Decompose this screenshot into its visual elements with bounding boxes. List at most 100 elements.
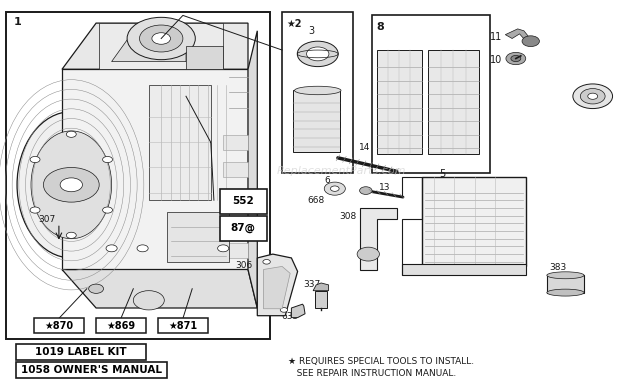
- FancyBboxPatch shape: [293, 90, 340, 152]
- Text: 5: 5: [440, 169, 446, 179]
- Text: ★870: ★870: [45, 321, 73, 331]
- Circle shape: [152, 33, 171, 44]
- Text: 337: 337: [303, 280, 321, 290]
- FancyBboxPatch shape: [149, 85, 211, 200]
- Circle shape: [30, 207, 40, 213]
- Ellipse shape: [31, 131, 112, 239]
- Text: 7: 7: [575, 90, 582, 100]
- Circle shape: [137, 245, 148, 252]
- Polygon shape: [248, 31, 257, 308]
- Circle shape: [66, 131, 76, 137]
- FancyBboxPatch shape: [6, 12, 270, 339]
- FancyBboxPatch shape: [223, 216, 248, 231]
- Polygon shape: [99, 23, 223, 69]
- Polygon shape: [62, 23, 248, 69]
- Circle shape: [102, 207, 112, 213]
- Text: 635: 635: [281, 312, 299, 321]
- Circle shape: [307, 47, 329, 61]
- Circle shape: [511, 55, 521, 62]
- Text: ★2: ★2: [286, 18, 302, 28]
- Circle shape: [127, 17, 195, 60]
- Circle shape: [506, 52, 526, 65]
- Circle shape: [280, 308, 288, 312]
- Polygon shape: [264, 266, 290, 309]
- Circle shape: [140, 25, 183, 52]
- Text: 307: 307: [38, 215, 56, 224]
- Polygon shape: [291, 304, 305, 318]
- Text: ★871: ★871: [169, 321, 197, 331]
- Circle shape: [357, 247, 379, 261]
- Text: 14: 14: [359, 142, 370, 152]
- Circle shape: [30, 156, 40, 162]
- Text: ★ REQUIRES SPECIAL TOOLS TO INSTALL.: ★ REQUIRES SPECIAL TOOLS TO INSTALL.: [288, 357, 474, 367]
- FancyBboxPatch shape: [402, 264, 526, 275]
- Text: 552: 552: [232, 196, 254, 206]
- Text: 306: 306: [236, 261, 253, 270]
- Circle shape: [324, 182, 345, 195]
- FancyBboxPatch shape: [422, 177, 526, 266]
- FancyBboxPatch shape: [220, 189, 267, 214]
- Ellipse shape: [547, 289, 584, 296]
- Text: 8: 8: [376, 22, 384, 32]
- Circle shape: [60, 178, 82, 192]
- Text: 3: 3: [309, 26, 314, 36]
- FancyBboxPatch shape: [34, 318, 84, 333]
- Circle shape: [360, 187, 372, 194]
- Circle shape: [298, 41, 339, 67]
- Circle shape: [89, 284, 104, 293]
- Text: 87@: 87@: [231, 223, 256, 233]
- Polygon shape: [313, 283, 329, 291]
- Polygon shape: [112, 27, 186, 62]
- FancyBboxPatch shape: [223, 135, 248, 150]
- FancyBboxPatch shape: [547, 275, 584, 293]
- Circle shape: [43, 167, 99, 202]
- Text: 6: 6: [324, 176, 330, 186]
- Circle shape: [330, 186, 339, 191]
- Text: ★869: ★869: [107, 321, 135, 331]
- Polygon shape: [505, 29, 530, 42]
- FancyBboxPatch shape: [377, 50, 422, 154]
- FancyBboxPatch shape: [428, 50, 479, 154]
- Text: 13: 13: [379, 183, 390, 192]
- Text: 308: 308: [339, 212, 356, 221]
- Ellipse shape: [294, 86, 341, 95]
- FancyBboxPatch shape: [158, 318, 208, 333]
- Circle shape: [263, 259, 270, 264]
- Circle shape: [106, 245, 117, 252]
- Circle shape: [580, 89, 605, 104]
- FancyBboxPatch shape: [223, 243, 248, 258]
- Text: 1058 OWNER'S MANUAL: 1058 OWNER'S MANUAL: [21, 365, 162, 375]
- Text: 10: 10: [490, 55, 502, 65]
- Text: 11: 11: [490, 32, 502, 42]
- Circle shape: [218, 245, 229, 252]
- Text: ReplacementParts.com: ReplacementParts.com: [277, 166, 405, 176]
- Text: 383: 383: [549, 263, 567, 272]
- Circle shape: [522, 36, 539, 47]
- FancyBboxPatch shape: [16, 362, 167, 378]
- Text: 668: 668: [308, 196, 325, 205]
- FancyBboxPatch shape: [96, 318, 146, 333]
- FancyBboxPatch shape: [167, 212, 229, 262]
- FancyBboxPatch shape: [223, 162, 248, 177]
- Text: 1019 LABEL KIT: 1019 LABEL KIT: [35, 347, 126, 357]
- Circle shape: [573, 84, 613, 109]
- Circle shape: [102, 156, 112, 162]
- Ellipse shape: [17, 112, 125, 258]
- FancyBboxPatch shape: [282, 12, 353, 173]
- Polygon shape: [62, 270, 257, 308]
- Text: SEE REPAIR INSTRUCTION MANUAL.: SEE REPAIR INSTRUCTION MANUAL.: [288, 369, 456, 378]
- Text: 1: 1: [14, 17, 21, 27]
- Ellipse shape: [547, 272, 584, 279]
- FancyBboxPatch shape: [315, 291, 327, 308]
- Polygon shape: [360, 208, 397, 270]
- Polygon shape: [186, 46, 223, 69]
- FancyBboxPatch shape: [220, 216, 267, 241]
- Polygon shape: [62, 69, 248, 270]
- Text: 9: 9: [391, 95, 397, 105]
- Polygon shape: [257, 254, 298, 316]
- Circle shape: [588, 93, 598, 99]
- Circle shape: [133, 291, 164, 310]
- FancyBboxPatch shape: [223, 189, 248, 204]
- Circle shape: [66, 232, 76, 238]
- FancyBboxPatch shape: [16, 344, 146, 360]
